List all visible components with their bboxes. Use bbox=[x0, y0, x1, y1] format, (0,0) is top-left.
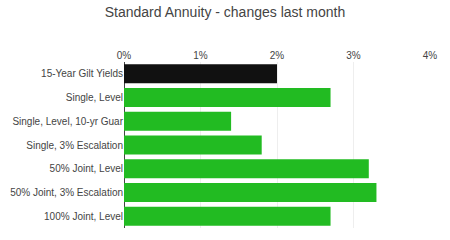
svg-text:50% Joint, Level: 50% Joint, Level bbox=[50, 163, 123, 174]
svg-text:50% Joint, 3% Escalation: 50% Joint, 3% Escalation bbox=[10, 187, 123, 198]
svg-text:3%: 3% bbox=[346, 50, 361, 61]
svg-text:100% Joint, Level: 100% Joint, Level bbox=[44, 211, 123, 222]
svg-text:15-Year Gilt Yields: 15-Year Gilt Yields bbox=[41, 68, 123, 79]
svg-text:2%: 2% bbox=[270, 50, 285, 61]
svg-text:Standard Annuity - changes las: Standard Annuity - changes last month bbox=[105, 4, 345, 20]
svg-text:Single, Level, 10-yr Guar: Single, Level, 10-yr Guar bbox=[12, 116, 123, 127]
svg-text:1%: 1% bbox=[193, 50, 208, 61]
svg-text:Single, 3% Escalation: Single, 3% Escalation bbox=[26, 140, 123, 151]
svg-text:Single, Level: Single, Level bbox=[66, 92, 123, 103]
svg-text:4%: 4% bbox=[423, 50, 438, 61]
svg-text:0%: 0% bbox=[117, 50, 132, 61]
